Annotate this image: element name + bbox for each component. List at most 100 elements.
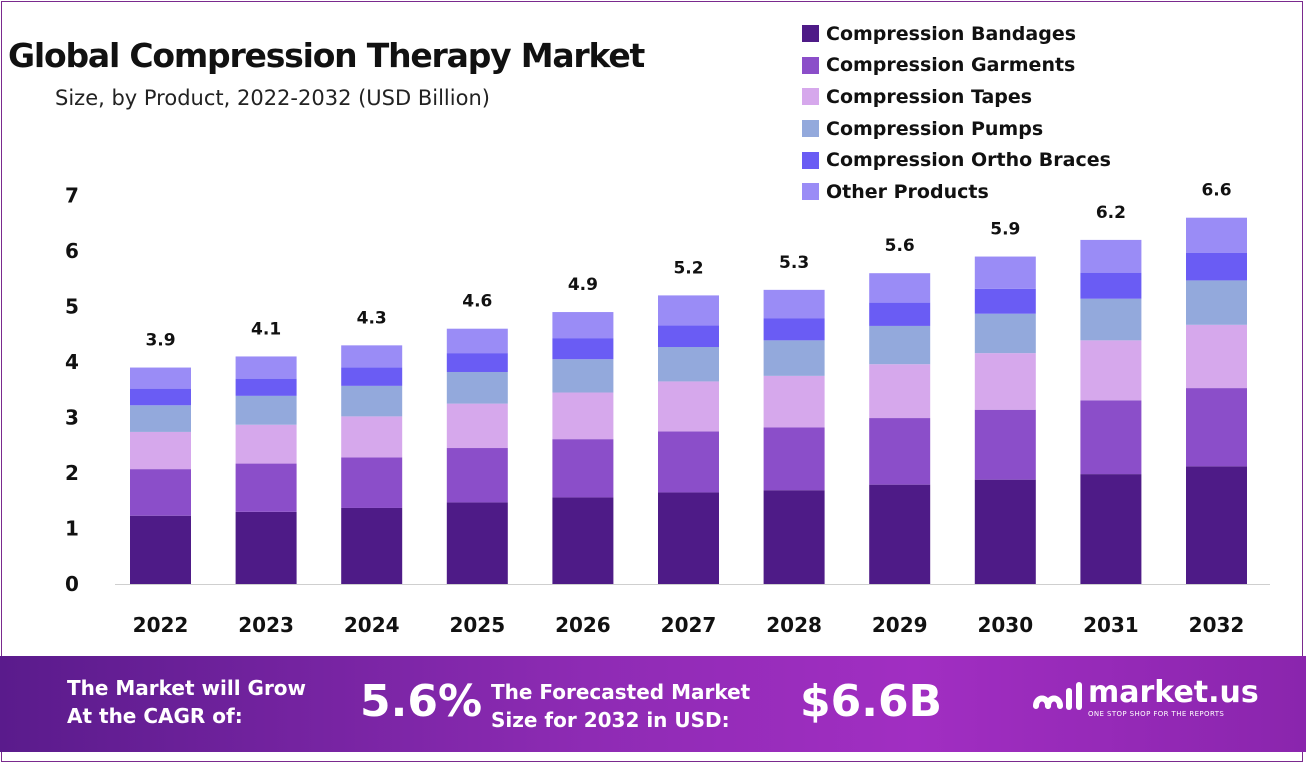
bar-segment-2031-compression-bandages (1080, 474, 1142, 584)
bar-segment-2024-compression-bandages (341, 507, 403, 584)
bar-segment-2032-other-products (1186, 217, 1247, 253)
brand-tagline: ONE STOP SHOP FOR THE REPORTS (1088, 710, 1225, 718)
bar-segment-2030-compression-ortho-braces (974, 288, 1036, 314)
x-tick-label-2032: 2032 (1189, 613, 1245, 637)
legend-item-compression-ortho-braces: Compression Ortho Braces (802, 144, 1111, 176)
bar-segment-2022-compression-pumps (130, 405, 191, 432)
bar-segment-2024-compression-tapes (341, 416, 403, 458)
bar-segment-2024-compression-garments (341, 457, 403, 508)
bar-segment-2022-compression-ortho-braces (130, 388, 191, 406)
total-label-2025: 4.6 (462, 292, 492, 312)
forecast-label-line1: The Forecasted Market (491, 680, 751, 704)
bar-segment-2026-compression-ortho-braces (552, 338, 614, 360)
bar-segment-2023-compression-garments (235, 463, 297, 512)
bar-segment-2030-compression-tapes (974, 353, 1036, 410)
total-label-2024: 4.3 (357, 308, 387, 328)
legend-item-compression-garments: Compression Garments (802, 50, 1111, 82)
bar-segment-2028-compression-ortho-braces (763, 318, 825, 341)
bar-segment-2025-compression-pumps (446, 371, 508, 404)
y-tick-label: 7 (65, 184, 79, 208)
footer-banner: The Market will Grow At the CAGR of: 5.6… (0, 656, 1306, 752)
bar-segment-2027-compression-pumps (658, 347, 719, 382)
bar-segment-2022-other-products (130, 367, 191, 389)
bar-segment-2023-other-products (235, 356, 297, 379)
total-label-2031: 6.2 (1096, 203, 1126, 223)
bar-segment-2025-other-products (446, 328, 508, 354)
bar-segment-2027-compression-ortho-braces (658, 325, 719, 348)
x-tick-label-2026: 2026 (555, 613, 611, 637)
total-label-2030: 5.9 (990, 220, 1020, 240)
legend-swatch-compression-bandages (802, 25, 819, 43)
y-tick-label: 1 (65, 517, 79, 541)
bar-segment-2029-compression-pumps (869, 325, 931, 365)
x-tick-label-2029: 2029 (872, 613, 928, 637)
bar-segment-2026-compression-garments (552, 439, 614, 498)
total-label-2026: 4.9 (568, 275, 598, 295)
bar-segment-2030-compression-pumps (974, 313, 1036, 354)
market-us-logo-icon (1033, 682, 1082, 710)
y-tick-label: 6 (65, 239, 79, 263)
bar-segment-2031-compression-tapes (1080, 340, 1142, 401)
chart-subtitle: Size, by Product, 2022-2032 (USD Billion… (55, 86, 490, 110)
bar-segment-2031-compression-garments (1080, 400, 1142, 475)
legend-swatch-compression-ortho-braces (802, 151, 819, 169)
legend-item-other-products: Other Products (802, 176, 1111, 208)
legend-swatch-other-products (802, 183, 819, 201)
bar-segment-2024-compression-ortho-braces (341, 367, 403, 386)
cagr-label: The Market will Grow At the CAGR of: (67, 674, 306, 730)
bar-segment-2026-other-products (552, 312, 614, 339)
bar-segment-2023-compression-tapes (235, 424, 297, 464)
bar-segment-2031-other-products (1080, 239, 1142, 273)
bar-segment-2031-compression-ortho-braces (1080, 272, 1142, 299)
bar-segment-2023-compression-pumps (235, 395, 297, 425)
bar-segment-2027-compression-bandages (658, 492, 719, 584)
bar-segment-2028-other-products (763, 289, 825, 319)
bar-segment-2026-compression-tapes (552, 392, 614, 440)
bar-segment-2032-compression-garments (1186, 388, 1247, 467)
bar-segment-2032-compression-ortho-braces (1186, 252, 1247, 281)
legend-item-compression-bandages: Compression Bandages (802, 18, 1111, 50)
bar-segment-2030-compression-bandages (974, 479, 1036, 584)
forecast-value: $6.6B (800, 676, 943, 727)
bar-segment-2028-compression-tapes (763, 375, 825, 428)
legend-item-compression-tapes: Compression Tapes (802, 81, 1111, 113)
bar-segment-2032-compression-pumps (1186, 280, 1247, 325)
bar-segment-2027-other-products (658, 295, 719, 326)
y-tick-label: 4 (65, 350, 79, 374)
bar-segment-2032-compression-tapes (1186, 324, 1247, 389)
bar-segment-2022-compression-bandages (130, 515, 191, 584)
stacked-bar-chart: 0 1 2 3 4 5 6 7 3.9 2022 4.1 2023 4.3 2024 4.6 2025 4.9 2… (65, 181, 1270, 637)
legend-item-compression-pumps: Compression Pumps (802, 113, 1111, 145)
x-tick-label-2022: 2022 (133, 613, 189, 637)
legend-label-compression-pumps: Compression Pumps (826, 117, 1044, 140)
total-label-2027: 5.2 (673, 258, 703, 278)
legend-label-compression-garments: Compression Garments (826, 54, 1076, 77)
x-tick-label-2025: 2025 (449, 613, 505, 637)
bar-segment-2023-compression-ortho-braces (235, 378, 297, 396)
total-label-2023: 4.1 (251, 319, 281, 339)
bar-segment-2028-compression-garments (763, 427, 825, 491)
legend: Compression Bandages Compression Garments… (802, 18, 1111, 208)
bar-segment-2029-compression-bandages (869, 484, 931, 584)
cagr-value: 5.6% (360, 676, 483, 727)
bar-segment-2030-compression-garments (974, 409, 1036, 480)
x-tick-label-2031: 2031 (1083, 613, 1139, 637)
bar-segment-2032-compression-bandages (1186, 466, 1247, 584)
bar-segment-2025-compression-bandages (446, 502, 508, 584)
legend-swatch-compression-tapes (802, 88, 819, 106)
bar-segment-2024-compression-pumps (341, 385, 403, 417)
legend-label-other-products: Other Products (826, 180, 989, 203)
brand-name: market.us (1088, 675, 1259, 710)
bar-segment-2027-compression-garments (658, 431, 719, 493)
forecast-label: The Forecasted Market Size for 2032 in U… (491, 678, 750, 734)
x-tick-label-2030: 2030 (977, 613, 1033, 637)
x-tick-label-2027: 2027 (661, 613, 717, 637)
bar-segment-2027-compression-tapes (658, 381, 719, 432)
total-label-2022: 3.9 (145, 331, 175, 351)
bar-segment-2023-compression-bandages (235, 511, 297, 584)
bar-segment-2029-compression-garments (869, 418, 931, 485)
legend-label-compression-bandages: Compression Bandages (826, 22, 1077, 45)
bar-segment-2029-compression-tapes (869, 364, 931, 419)
y-tick-label: 0 (65, 572, 79, 596)
